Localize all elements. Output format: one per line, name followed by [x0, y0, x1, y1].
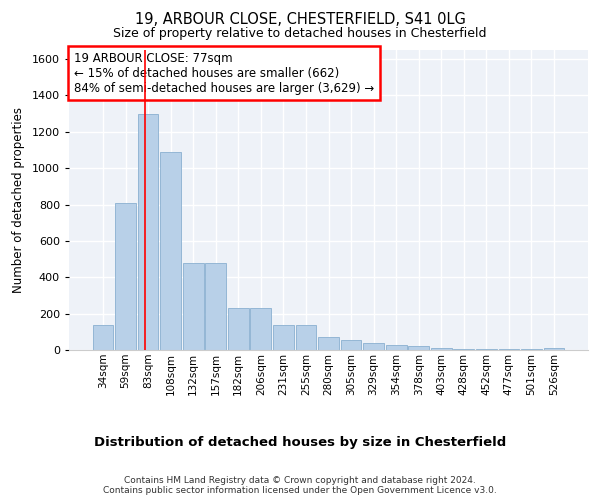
- Text: 19 ARBOUR CLOSE: 77sqm
← 15% of detached houses are smaller (662)
84% of semi-de: 19 ARBOUR CLOSE: 77sqm ← 15% of detached…: [74, 52, 374, 94]
- Bar: [363, 342, 384, 350]
- Bar: [521, 349, 542, 350]
- Bar: [454, 349, 474, 350]
- Text: Contains public sector information licensed under the Open Government Licence v3: Contains public sector information licen…: [103, 486, 497, 495]
- Bar: [296, 324, 316, 350]
- Text: 19, ARBOUR CLOSE, CHESTERFIELD, S41 0LG: 19, ARBOUR CLOSE, CHESTERFIELD, S41 0LG: [134, 12, 466, 28]
- Bar: [205, 262, 226, 350]
- Bar: [431, 348, 452, 350]
- Bar: [544, 348, 565, 350]
- Bar: [228, 308, 248, 350]
- Bar: [409, 346, 429, 350]
- Text: Size of property relative to detached houses in Chesterfield: Size of property relative to detached ho…: [113, 28, 487, 40]
- Bar: [499, 349, 520, 350]
- Bar: [273, 324, 294, 350]
- Bar: [250, 308, 271, 350]
- Bar: [115, 202, 136, 350]
- Bar: [476, 349, 497, 350]
- Bar: [341, 340, 361, 350]
- Text: Contains HM Land Registry data © Crown copyright and database right 2024.: Contains HM Land Registry data © Crown c…: [124, 476, 476, 485]
- Bar: [183, 262, 203, 350]
- Bar: [92, 324, 113, 350]
- Bar: [386, 346, 407, 350]
- Bar: [318, 338, 339, 350]
- Y-axis label: Number of detached properties: Number of detached properties: [12, 107, 25, 293]
- Bar: [137, 114, 158, 350]
- Text: Distribution of detached houses by size in Chesterfield: Distribution of detached houses by size …: [94, 436, 506, 449]
- Bar: [160, 152, 181, 350]
